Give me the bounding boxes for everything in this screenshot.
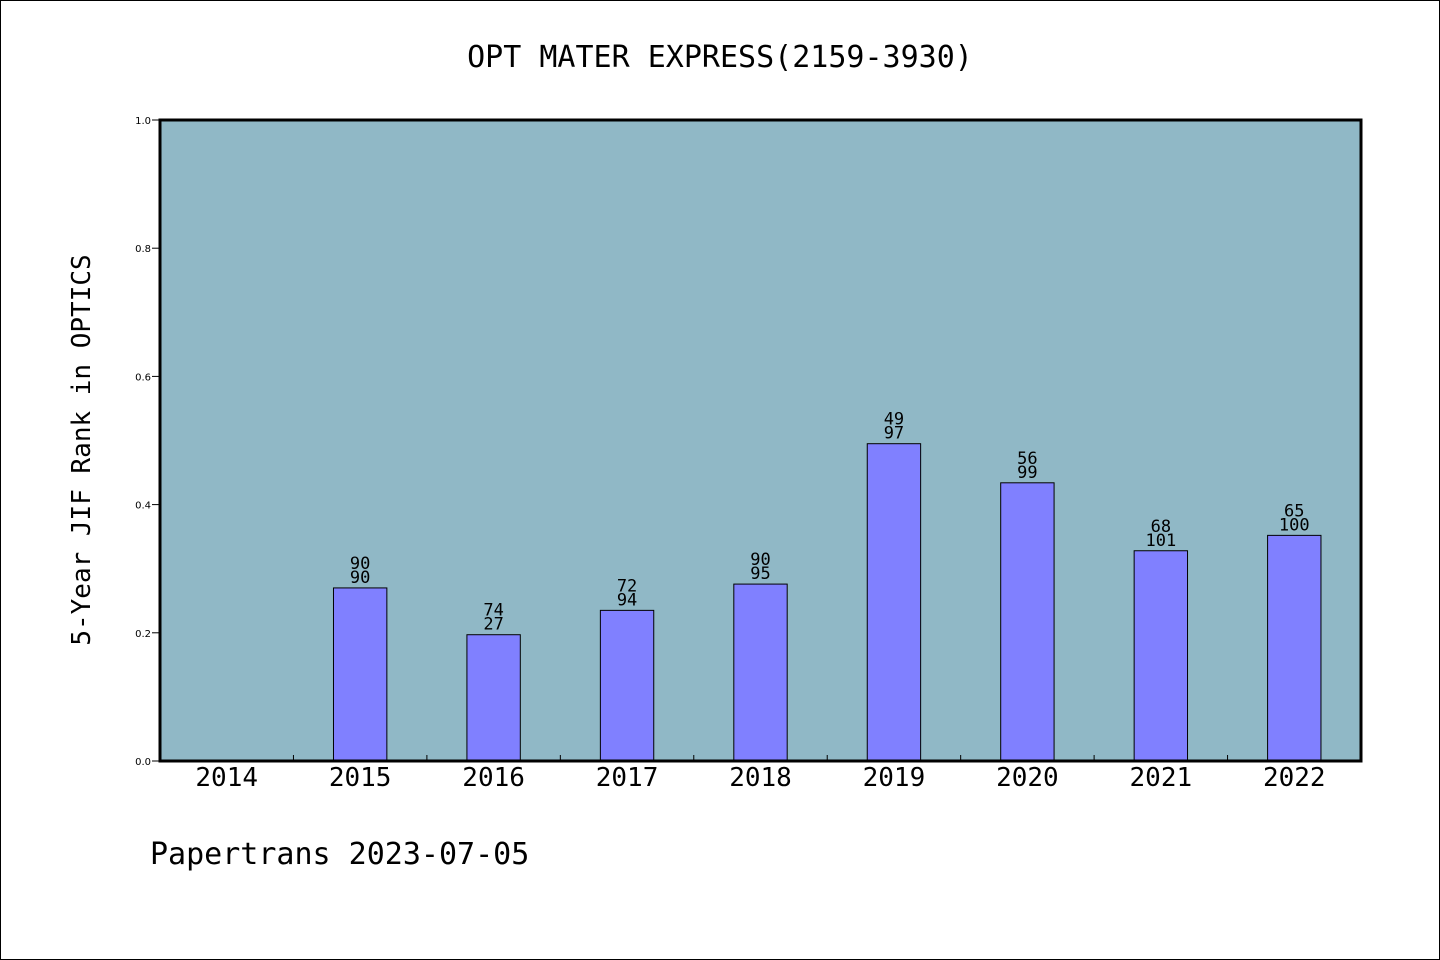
bar-2018 [733,583,788,762]
bar-label-top-2015: 90 [350,554,370,574]
x-tick-label-2022: 2022 [1263,763,1326,793]
x-tick-label-2020: 2020 [996,763,1059,793]
bar-label-top-2020: 56 [1017,449,1037,469]
y-tick-label-0.4: 0.4 [135,501,151,512]
bar-label-bottom-2017: 94 [617,590,637,610]
x-tick-label-2019: 2019 [863,763,926,793]
y-axis-label: 5-Year JIF Rank in OPTICS [67,254,97,645]
bar-label-top-2018: 90 [750,550,770,570]
bar-label-bottom-2019: 97 [884,424,904,444]
chart-title: OPT MATER EXPRESS(2159-3930) [467,40,973,75]
bar-label-top-2016: 74 [483,601,503,621]
bar-2022 [1267,534,1322,762]
x-tick-label-2017: 2017 [596,763,659,793]
bar-label-top-2021: 68 [1151,517,1171,537]
bar-label-top-2022: 65 [1284,501,1304,521]
x-tick-label-2014: 2014 [195,763,258,793]
plot-border [158,118,1363,763]
footer-text: Papertrans 2023-07-05 [150,837,529,872]
x-tick-label-2018: 2018 [729,763,792,793]
bar-label-bottom-2018: 95 [750,564,770,584]
bar-label-bottom-2022: 100 [1279,515,1310,535]
bar-label-bottom-2015: 90 [350,568,370,588]
x-tick-label-2021: 2021 [1130,763,1193,793]
bar-2020 [1000,482,1055,762]
y-tick-label-0.2: 0.2 [135,629,151,640]
y-tick-label-0.8: 0.8 [135,244,151,255]
bar-2017 [599,609,655,762]
bar-label-bottom-2016: 27 [483,615,503,635]
x-tick-label-2016: 2016 [462,763,525,793]
y-tick-label-0.0: 0.0 [135,757,151,768]
y-axis: 0.0 0.2 0.4 0.6 0.8 1.0 [135,116,160,768]
bars-layer [332,443,1322,762]
bar-2016 [466,634,521,762]
bar-2021 [1133,550,1189,762]
y-tick-label-0.6: 0.6 [135,372,151,383]
bar-label-bottom-2021: 101 [1145,531,1176,551]
y-tick-label-1.0: 1.0 [135,116,151,127]
x-tick-label-2015: 2015 [329,763,392,793]
bar-label-bottom-2020: 99 [1017,463,1037,483]
bar-2019 [866,443,922,762]
x-axis: 2014 2015 2016 2017 2018 2019 2020 2021 2022 [195,755,1326,793]
bar-label-top-2019: 49 [884,410,904,430]
bar-label-top-2017: 72 [617,576,637,596]
bar-2015 [332,587,388,762]
